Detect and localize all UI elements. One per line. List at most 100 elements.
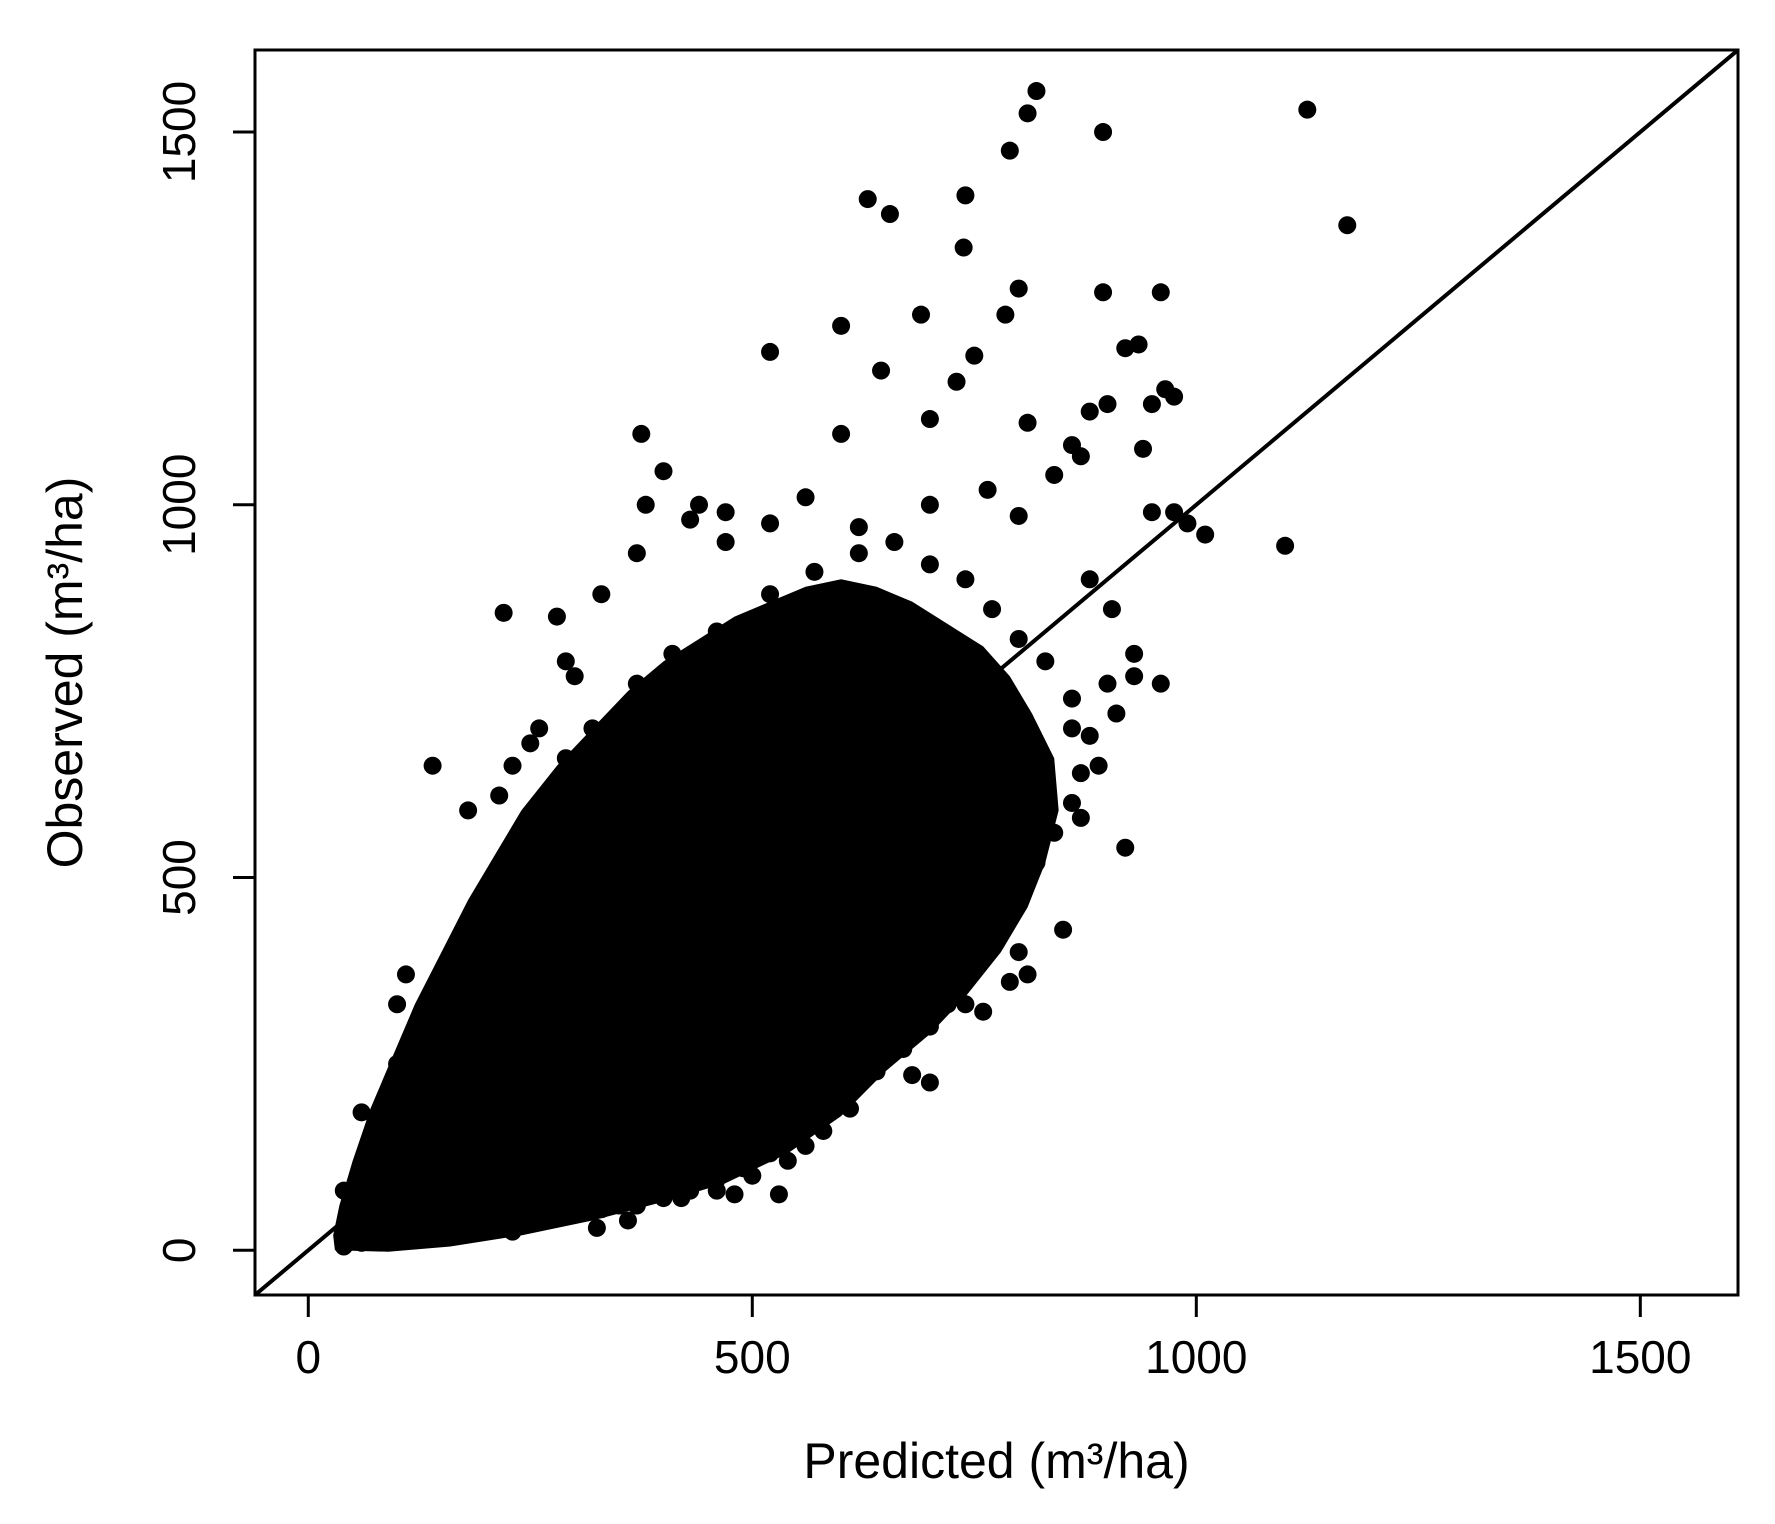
data-point — [690, 495, 709, 514]
data-point — [459, 801, 478, 820]
data-point — [1036, 652, 1055, 671]
data-point — [627, 1196, 646, 1215]
data-point — [547, 607, 566, 626]
data-point — [1027, 853, 1046, 872]
data-point — [1129, 335, 1148, 354]
data-point — [396, 965, 415, 984]
data-point — [1094, 283, 1113, 302]
data-point — [539, 1207, 558, 1226]
data-point — [769, 1185, 788, 1204]
data-point — [485, 1215, 504, 1234]
data-point — [1062, 793, 1081, 812]
data-point — [1009, 883, 1028, 902]
data-point — [441, 1017, 460, 1036]
data-point — [880, 205, 899, 224]
data-point — [441, 1002, 460, 1021]
data-point — [632, 424, 651, 443]
data-point — [388, 995, 407, 1014]
data-point — [1018, 104, 1037, 123]
data-point — [592, 1200, 611, 1219]
data-point — [1089, 756, 1108, 775]
data-point — [1009, 943, 1028, 962]
data-point — [974, 1002, 993, 1021]
data-point — [1338, 216, 1357, 235]
y-tick-label: 0 — [153, 1237, 205, 1263]
data-point — [912, 305, 931, 324]
data-point — [1165, 387, 1184, 406]
data-point — [476, 935, 495, 954]
y-tick-label: 500 — [153, 839, 205, 916]
data-point — [512, 823, 531, 842]
data-point — [1009, 279, 1028, 298]
one-to-one-reference-line — [255, 50, 1738, 1295]
data-point — [587, 1218, 606, 1237]
y-tick-label: 1500 — [153, 81, 205, 183]
data-point — [521, 853, 540, 872]
data-point — [352, 1233, 371, 1252]
x-tick-label: 1000 — [1145, 1331, 1247, 1383]
x-tick-label: 500 — [714, 1331, 791, 1383]
data-point — [1116, 838, 1135, 857]
data-point — [920, 555, 939, 574]
data-point — [796, 1136, 815, 1155]
data-point — [1151, 283, 1170, 302]
data-point — [1009, 506, 1028, 525]
data-point — [761, 1144, 780, 1163]
data-point — [583, 719, 602, 738]
data-point — [1276, 536, 1295, 555]
data-point — [1027, 82, 1046, 101]
data-point — [1196, 525, 1215, 544]
data-point — [459, 987, 478, 1006]
data-point — [490, 786, 509, 805]
data-point — [565, 667, 584, 686]
data-point — [1165, 503, 1184, 522]
data-point — [823, 1099, 842, 1118]
data-point — [1125, 644, 1144, 663]
data-point — [974, 935, 993, 954]
data-point — [1018, 413, 1037, 432]
data-point — [983, 600, 1002, 619]
x-tick-label: 0 — [295, 1331, 321, 1383]
data-point — [627, 674, 646, 693]
data-point — [920, 410, 939, 429]
data-point — [885, 533, 904, 552]
data-point — [1098, 674, 1117, 693]
data-point — [1062, 719, 1081, 738]
data-point — [1054, 920, 1073, 939]
data-point — [1151, 674, 1170, 693]
data-point — [743, 1166, 762, 1185]
data-point — [716, 503, 735, 522]
y-tick-label: 1000 — [153, 454, 205, 556]
data-point — [1062, 436, 1081, 455]
data-point — [592, 585, 611, 604]
data-point — [978, 480, 997, 499]
data-point — [840, 1099, 859, 1118]
data-point — [361, 1151, 380, 1170]
data-point — [494, 603, 513, 622]
data-point — [956, 186, 975, 205]
data-point — [778, 1151, 797, 1170]
data-point — [707, 1170, 726, 1189]
data-point — [530, 719, 549, 738]
data-point — [965, 346, 984, 365]
data-point — [414, 1092, 433, 1111]
data-point — [805, 562, 824, 581]
data-point — [663, 644, 682, 663]
data-point — [920, 1073, 939, 1092]
data-point — [556, 749, 575, 768]
data-point — [876, 1047, 895, 1066]
data-point — [565, 1203, 584, 1222]
data-point — [938, 980, 957, 999]
data-point — [920, 1017, 939, 1036]
data-point — [334, 1181, 353, 1200]
data-point — [1134, 439, 1153, 458]
data-point — [352, 1103, 371, 1122]
data-point — [1298, 100, 1317, 119]
data-point — [716, 533, 735, 552]
data-point — [334, 1237, 353, 1256]
y-axis: 0 500 1000 1500 — [153, 81, 255, 1263]
y-axis-title: Observed (m³/ha) — [37, 477, 93, 869]
plot-frame — [253, 48, 1740, 1297]
data-point — [547, 808, 566, 827]
